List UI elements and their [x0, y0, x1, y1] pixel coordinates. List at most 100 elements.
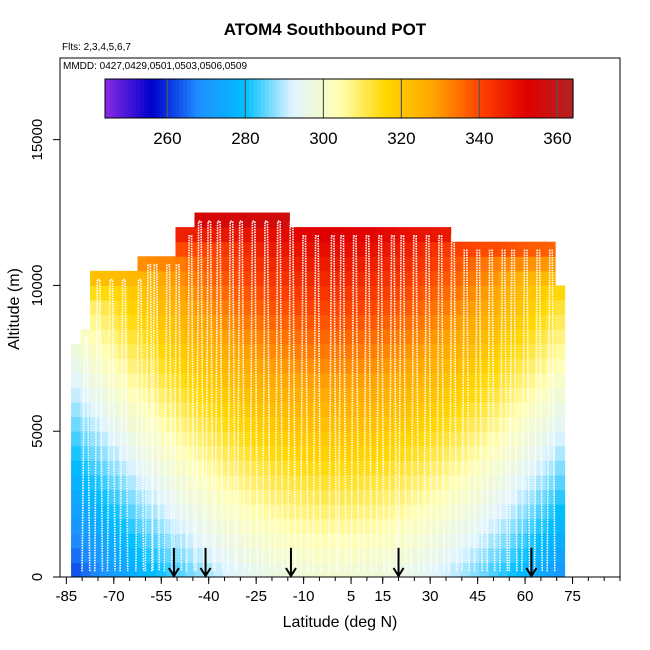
- colorbar-swatch: [253, 79, 258, 118]
- colorbar-swatch: [183, 79, 188, 118]
- heatmap-cell: [308, 256, 319, 272]
- heatmap-cell: [536, 343, 547, 359]
- colorbar-swatch: [171, 79, 176, 118]
- heatmap-cell: [517, 300, 528, 316]
- heatmap-cell: [422, 416, 433, 432]
- heatmap-cell: [479, 270, 490, 286]
- heatmap-cell: [469, 358, 480, 374]
- heatmap-cell: [517, 504, 528, 520]
- flight-profile-line: [135, 278, 145, 572]
- heatmap-cell: [308, 270, 319, 286]
- heatmap-cell: [184, 329, 195, 345]
- heatmap-cell: [175, 285, 186, 301]
- heatmap-cell: [213, 431, 224, 447]
- heatmap-cell: [270, 227, 281, 243]
- heatmap-cell: [536, 256, 547, 272]
- heatmap-cell: [128, 270, 139, 286]
- heatmap-cell: [403, 387, 414, 403]
- heatmap-cell: [90, 372, 101, 388]
- heatmap-cell: [479, 460, 490, 476]
- heatmap-cell: [184, 460, 195, 476]
- heatmap-cell: [488, 518, 499, 534]
- heatmap-cell: [260, 387, 271, 403]
- heatmap-cell: [450, 474, 461, 491]
- heatmap-cell: [488, 504, 499, 520]
- heatmap-cell: [384, 372, 395, 388]
- flight-profile-line: [287, 220, 297, 572]
- heatmap-cell: [393, 402, 404, 418]
- heatmap-cell: [175, 372, 186, 388]
- heatmap-cell: [403, 489, 414, 505]
- heatmap-cell: [374, 504, 385, 520]
- heatmap-cell: [327, 358, 338, 374]
- heatmap-cell: [498, 416, 509, 432]
- heatmap-cell: [545, 358, 556, 374]
- heatmap-cell: [384, 270, 395, 286]
- heatmap-cell: [517, 402, 528, 418]
- heatmap-cell: [194, 518, 205, 534]
- heatmap-cell: [469, 504, 480, 520]
- heatmap-cell: [498, 431, 509, 447]
- heatmap-cell: [241, 547, 252, 563]
- heatmap-cell: [213, 256, 224, 272]
- heatmap-cell: [241, 343, 252, 359]
- heatmap-cell: [526, 314, 537, 330]
- colorbar-swatch: [483, 79, 488, 118]
- heatmap-cell: [526, 270, 537, 286]
- heatmap-cell: [90, 431, 101, 447]
- heatmap-cell: [517, 241, 528, 257]
- colorbar-swatch: [108, 79, 114, 118]
- flight-profile-line: [350, 235, 360, 572]
- heatmap-cell: [488, 256, 499, 272]
- colorbar-swatch: [132, 79, 137, 118]
- heatmap-cell: [222, 387, 233, 403]
- heatmap-cell: [270, 329, 281, 345]
- heatmap-cell: [156, 489, 167, 505]
- colorbar-swatch: [124, 79, 129, 118]
- flight-profile-line: [106, 278, 116, 572]
- heatmap-cell: [507, 343, 518, 359]
- heatmap-cell: [241, 256, 252, 272]
- heatmap-cell: [374, 270, 385, 286]
- heatmap-cell: [526, 300, 537, 316]
- heatmap-cell: [194, 431, 205, 447]
- heatmap-cell: [393, 241, 404, 257]
- heatmap-cell: [374, 387, 385, 403]
- heatmap-cell: [441, 300, 452, 316]
- heatmap-cell: [232, 314, 243, 330]
- heatmap-cell: [355, 460, 366, 476]
- heatmap-cell: [118, 504, 129, 520]
- heatmap-cell: [80, 445, 91, 461]
- heatmap-cell: [517, 329, 528, 345]
- heatmap-cell: [128, 387, 139, 403]
- heatmap-cell: [251, 445, 262, 461]
- heatmap-cell: [498, 343, 509, 359]
- heatmap-cell: [441, 474, 452, 491]
- heatmap-cell: [336, 256, 347, 272]
- colorbar-swatch: [420, 79, 426, 118]
- heatmap-cell: [241, 241, 252, 257]
- heatmap-cell: [336, 285, 347, 301]
- flight-profiles: [81, 220, 556, 572]
- heatmap-cell: [374, 562, 385, 578]
- heatmap-cell: [213, 270, 224, 286]
- flight-profile-line: [435, 235, 445, 572]
- heatmap-cell: [365, 300, 376, 316]
- heatmap-cell: [545, 460, 556, 476]
- heatmap-cell: [241, 431, 252, 447]
- heatmap-cell: [298, 256, 309, 272]
- heatmap-cell: [431, 504, 442, 520]
- heatmap-cell: [298, 474, 309, 491]
- heatmap-cell: [403, 372, 414, 388]
- colorbar-swatch: [475, 79, 480, 118]
- heatmap-cell: [156, 300, 167, 316]
- heatmap-cell: [403, 431, 414, 447]
- heatmap-cell: [213, 460, 224, 476]
- heatmap-cell: [289, 372, 300, 388]
- heatmap-cell: [384, 241, 395, 257]
- heatmap-cell: [118, 547, 129, 563]
- heatmap-cell: [346, 285, 357, 301]
- flight-profile-line: [144, 264, 154, 572]
